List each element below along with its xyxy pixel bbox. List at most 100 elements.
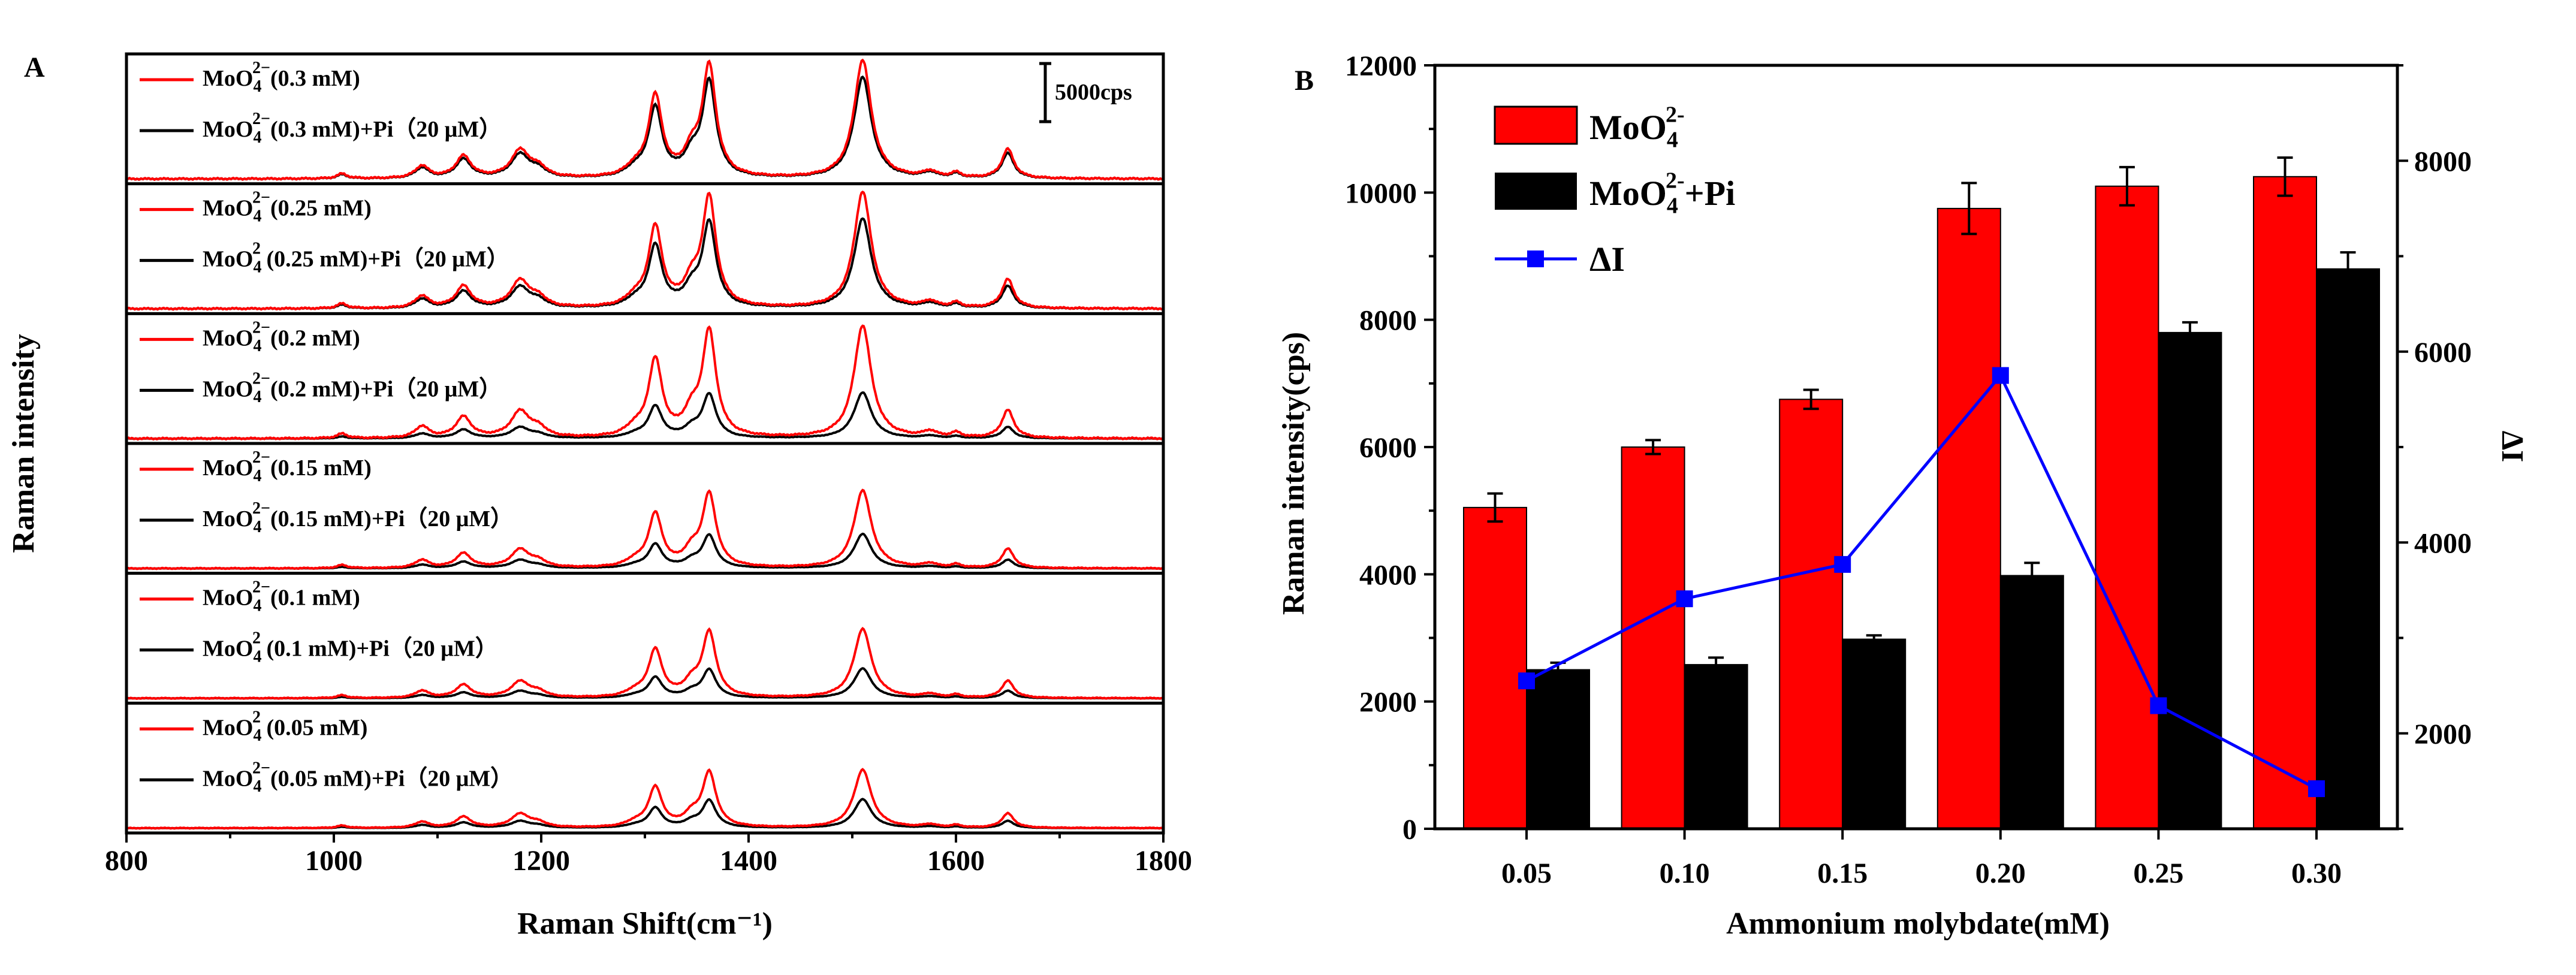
legend-label-red-subscript: 4 (1667, 127, 1678, 152)
legend-black-label-rest: (0.2 mM)+Pi（20 μM） (270, 376, 502, 402)
legend-red-label-base: MoO (203, 196, 253, 221)
legend-black-label-subscript: 4 (253, 128, 261, 147)
x-tick-label: 0.30 (2291, 858, 2342, 889)
delta-i-marker (2308, 780, 2325, 798)
legend-red-label-superscript: 2− (252, 318, 270, 337)
legend-black-label-subscript: 4 (253, 777, 261, 796)
legend-red-label-superscript: 2 (252, 708, 261, 726)
legend-black-label-rest: (0.05 mM)+Pi（20 μM） (270, 766, 513, 791)
legend-black-swatch (1495, 173, 1577, 210)
scale-bar-label: 5000cps (1055, 80, 1132, 105)
x-tick-label: 1200 (512, 845, 570, 877)
red-bar (1463, 506, 1527, 829)
x-tick-label: 1600 (927, 845, 985, 877)
legend-red-label-superscript: 2− (252, 59, 270, 77)
y-tick-label: 12000 (1345, 50, 1417, 82)
legend-red-label-base: MoO (203, 66, 253, 91)
red-bar (2095, 185, 2159, 829)
red-spectrum-line (126, 191, 1165, 311)
y2-tick-label: 6000 (2414, 337, 2472, 369)
red-bar (1779, 399, 1844, 829)
black-bar (1842, 638, 1907, 829)
panel-label-a: A (24, 52, 45, 83)
legend-black-label-base: MoO (203, 766, 253, 791)
legend-delta-marker (1527, 250, 1544, 267)
red-bar (2253, 176, 2317, 830)
red-spectrum-line (126, 488, 1164, 570)
legend-black-label-rest: (0.15 mM)+Pi（20 μM） (270, 506, 513, 532)
legend-red-label-base: MoO (203, 455, 253, 481)
black-bar (2158, 331, 2222, 829)
legend-red-swatch (1494, 105, 1578, 145)
y-tick-label: 10000 (1345, 177, 1417, 209)
legend-red-label-subscript: 4 (253, 77, 261, 96)
legend-black-label-rest: (0.1 mM)+Pi（20 μM） (261, 636, 498, 662)
y-tick-label: 6000 (1359, 432, 1417, 464)
delta-i-line (1525, 372, 2318, 790)
black-spectrum-line (126, 667, 1164, 700)
legend-black-label-subscript: 4 (253, 258, 261, 276)
legend-black-label-superscript: 2− (252, 759, 270, 777)
black-bar (1684, 664, 1748, 829)
legend-red-label: MoO42 (0.05 mM) (203, 708, 367, 745)
legend-black-label-base: MoO (203, 376, 253, 402)
y-tick-label: 0 (1402, 814, 1417, 846)
x-tick-label: 0.15 (1817, 858, 1868, 889)
legend-label-black-rest: +Pi (1685, 174, 1736, 213)
x-tick-label: 0.10 (1660, 858, 1710, 889)
x-tick-label: 800 (105, 845, 148, 877)
legend-red-label-subscript: 4 (253, 596, 261, 615)
y-axis-title-b: Raman intensity(cps) (1277, 332, 1311, 615)
spectrum-panel: MoO42−(0.25 mM) MoO42 (0.25 mM)+Pi（20 μM） (126, 189, 1165, 311)
legend-black-label: MoO42−(0.05 mM)+Pi（20 μM） (203, 759, 513, 796)
legend-label-black-base: MoO (1589, 174, 1667, 213)
y2-tick-label: 4000 (2414, 527, 2472, 559)
legend-red-label-rest: (0.3 mM) (270, 66, 360, 91)
legend-red-label-superscript: 2− (252, 448, 270, 467)
spectrum-panel: MoO42−(0.1 mM)MoO42 (0.1 mM)+Pi（20 μM） (126, 578, 1164, 701)
legend-black-label-subscript: 4 (253, 388, 261, 406)
black-bar (2316, 268, 2380, 829)
y-axis-title-a: Raman intensity (7, 334, 41, 553)
y2-axis-title-b: ΔI (2495, 431, 2529, 463)
legend-label-black: MoO42-+Pi (1589, 168, 1735, 219)
legend-red-label-subscript: 4 (253, 207, 261, 225)
delta-i-marker (1992, 367, 2009, 384)
legend-red-label-rest: (0.25 mM) (270, 196, 372, 221)
legend-label-red-superscript: 2- (1666, 102, 1685, 128)
legend-red-label-base: MoO (203, 325, 253, 351)
legend-red-label-subscript: 4 (253, 467, 261, 485)
black-spectrum-line (126, 532, 1164, 570)
legend-black-label-superscript: 2− (252, 369, 270, 388)
legend-label-delta: ΔI (1589, 240, 1625, 279)
red-spectrum-line (126, 58, 1165, 182)
legend-black-label-superscript: 2 (252, 240, 261, 258)
legend-label-red: MoO42- (1589, 102, 1685, 153)
legend-black-label: MoO42 (0.25 mM)+Pi（20 μM） (203, 240, 509, 277)
x-tick-label: 1800 (1135, 845, 1192, 877)
y-tick-label: 2000 (1359, 687, 1417, 719)
y-tick-label: 4000 (1359, 559, 1417, 591)
legend-label-black-superscript: 2- (1666, 168, 1685, 194)
legend-red-label-rest: (0.05 mM) (261, 715, 367, 740)
red-bar (1621, 446, 1685, 829)
panel-label-b: B (1295, 65, 1314, 96)
red-spectrum-line (126, 626, 1164, 701)
legend-black-label-base: MoO (203, 506, 253, 532)
legend-black-label: MoO42−(0.2 mM)+Pi（20 μM） (203, 369, 502, 406)
black-bar (1526, 669, 1590, 830)
red-spectrum-line (125, 324, 1164, 441)
legend-red-label-subscript: 4 (253, 337, 261, 355)
spectrum-panel: MoO42 (0.05 mM)MoO42−(0.05 mM)+Pi（20 μM） (126, 708, 1164, 830)
legend-red-label-subscript: 4 (253, 726, 261, 745)
legend-black-label: MoO42−(0.3 mM)+Pi（20 μM） (203, 110, 502, 147)
spectrum-panel: MoO42−(0.3 mM)MoO42−(0.3 mM)+Pi（20 μM） (126, 58, 1165, 182)
red-spectrum-line (126, 768, 1164, 830)
legend-red-label: MoO42−(0.25 mM) (203, 189, 372, 226)
delta-i-marker (1518, 672, 1535, 690)
red-bar (1936, 207, 2001, 829)
black-bar (1999, 575, 2064, 829)
legend-red-label-base: MoO (203, 585, 253, 611)
legend-red-label: MoO42−(0.1 mM) (203, 578, 360, 615)
